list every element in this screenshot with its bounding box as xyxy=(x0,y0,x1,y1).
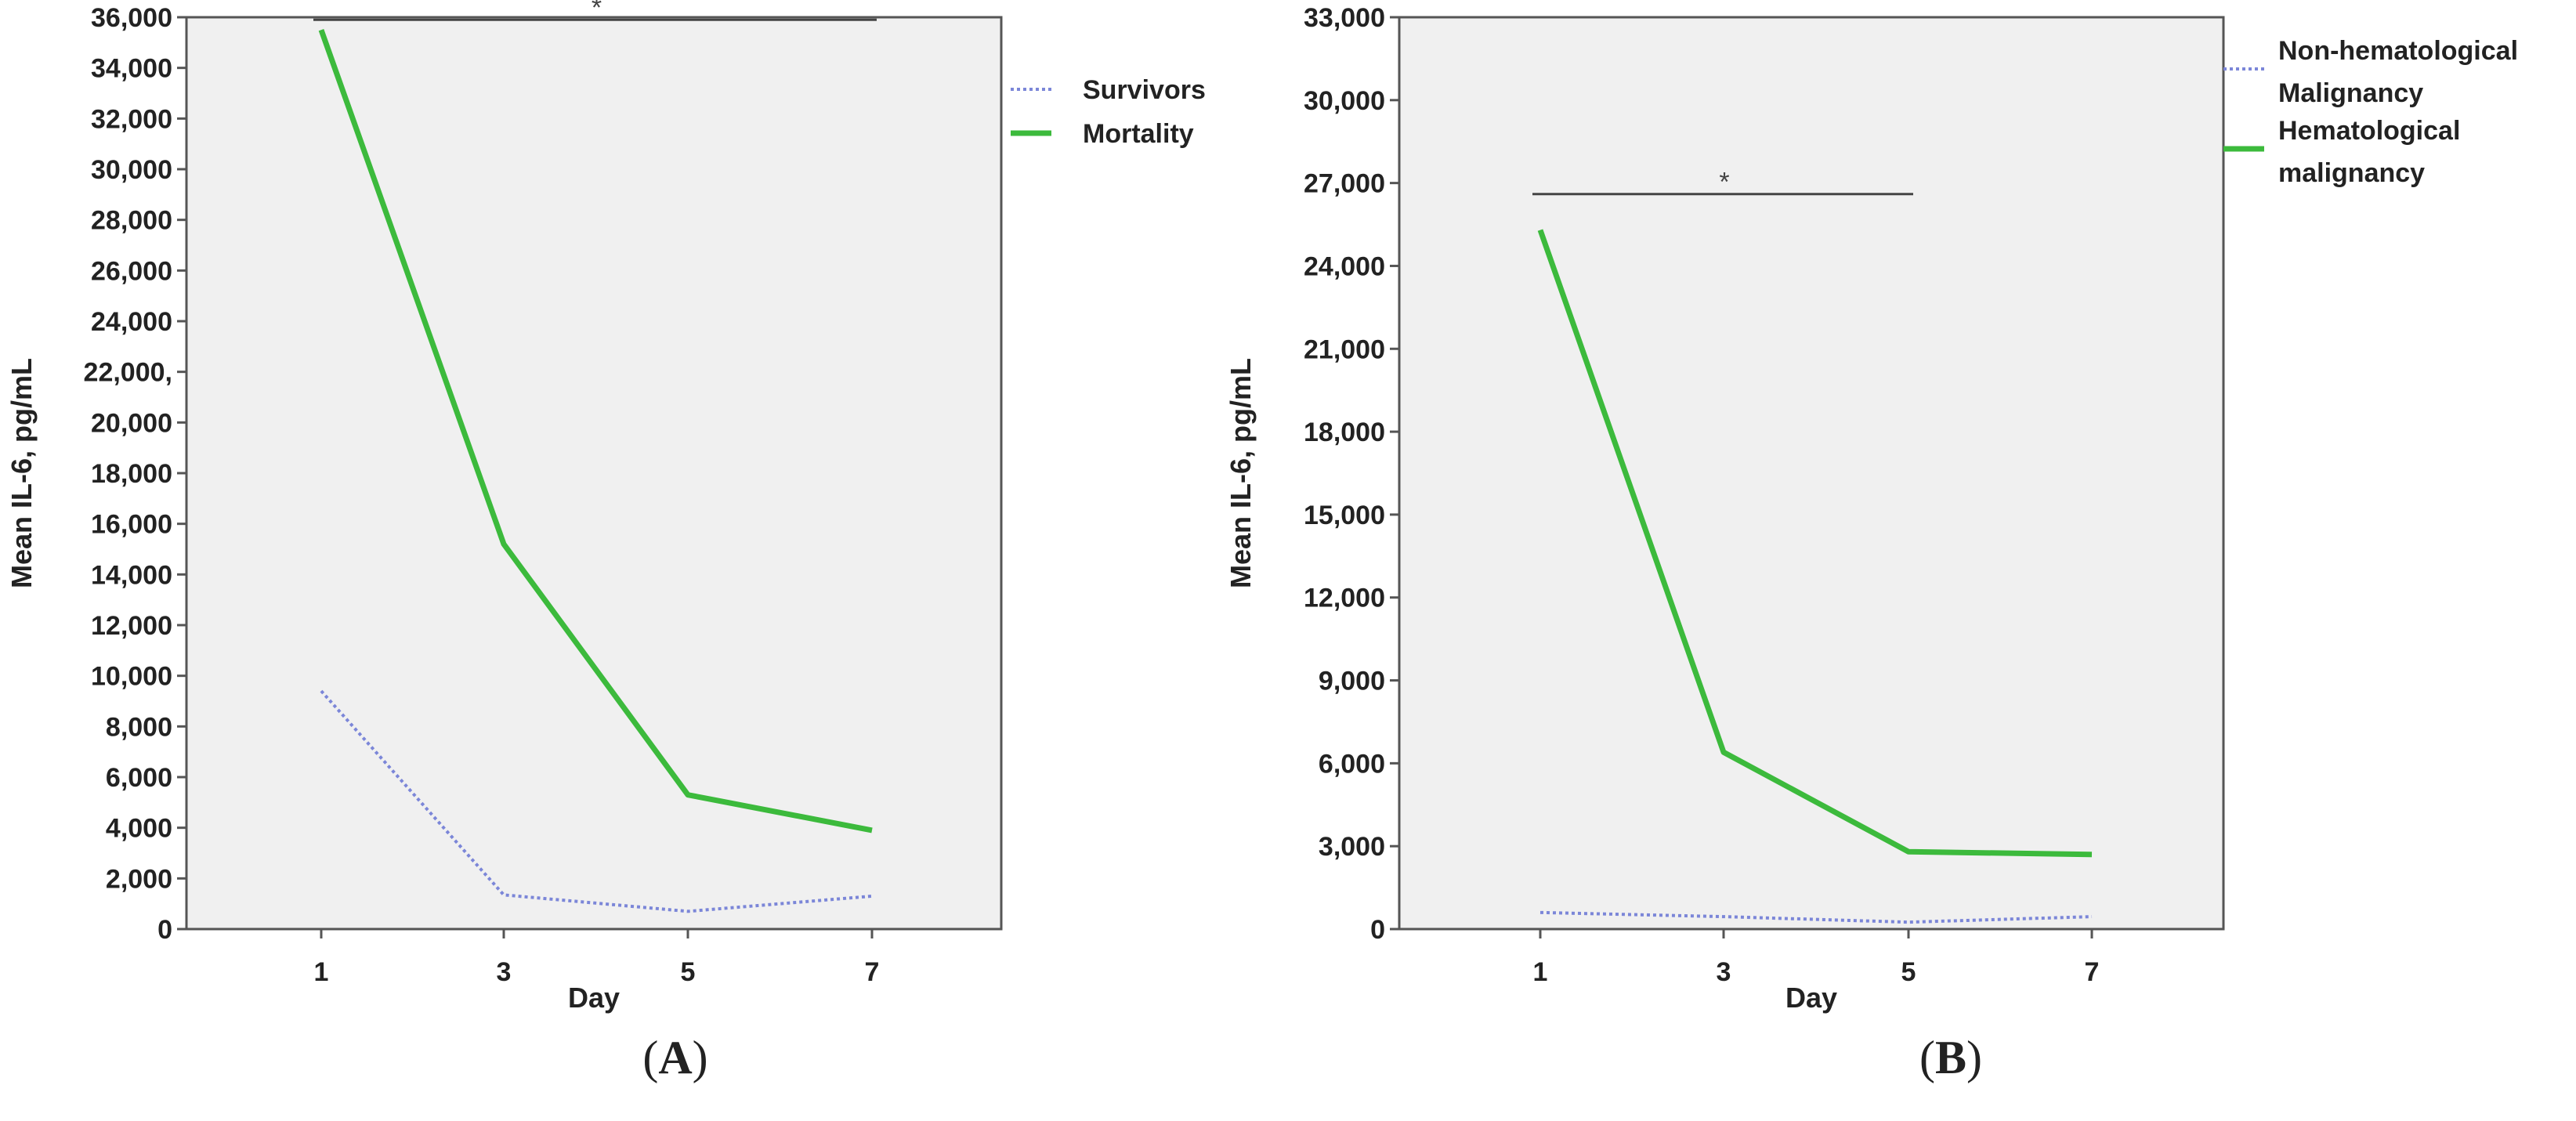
x-axis-title: Day xyxy=(568,982,620,1014)
significance-marker: * xyxy=(1719,168,1729,197)
legend-label-2: Hematological malignancy xyxy=(2278,116,2460,188)
y-tick-label: 34,000 xyxy=(91,54,172,84)
x-tick-label: 1 xyxy=(314,957,329,987)
x-tick-label: 7 xyxy=(865,957,880,987)
y-tick-label: 12,000 xyxy=(91,611,172,641)
y-tick-label: 33,000 xyxy=(1304,3,1385,33)
y-tick-label: 4,000 xyxy=(106,814,172,844)
y-tick-label: 15,000 xyxy=(1304,501,1385,530)
x-axis-title: Day xyxy=(1785,982,1837,1014)
y-axis-title: Mean IL-6, pg/mL xyxy=(1225,358,1257,588)
y-tick-label: 14,000 xyxy=(91,560,172,590)
chart-panel-a: 0 2,000 4,000 6,000 8,000 10,000 12,000 14,000 1… xyxy=(5,0,1206,1083)
y-tick-label: 6,000 xyxy=(106,763,172,793)
series-line-1 xyxy=(320,689,873,913)
x-tick-label: 3 xyxy=(497,957,512,987)
plot-area xyxy=(1398,16,2225,931)
y-tick-label: 8,000 xyxy=(106,712,172,742)
y-tick-label: 6,000 xyxy=(1319,749,1385,779)
legend-label-2: Mortality xyxy=(1083,119,1194,149)
y-tick-label: 3,000 xyxy=(1319,832,1385,862)
legend-label-1: Survivors xyxy=(1083,75,1206,105)
y-axis-title: Mean IL-6, pg/mL xyxy=(5,358,38,588)
x-tick-label: 3 xyxy=(1717,957,1731,987)
y-tick-label: 18,000 xyxy=(1304,418,1385,447)
y-tick-label: 9,000 xyxy=(1319,667,1385,696)
panel-label: (A) xyxy=(642,1032,707,1083)
y-tick-label: 0 xyxy=(1370,915,1385,945)
chart-panel-b: 0 3,000 6,000 9,000 12,000 15,000 18,000 21,000… xyxy=(1225,3,2518,1083)
plot-area xyxy=(185,16,1003,931)
y-tick-label: 18,000 xyxy=(91,459,172,489)
y-tick-label: 26,000 xyxy=(91,256,172,286)
y-tick-label: 30,000 xyxy=(1304,86,1385,116)
x-tick-label: 5 xyxy=(681,957,696,987)
x-tick-label: 7 xyxy=(2085,957,2100,987)
x-tick-label: 1 xyxy=(1533,957,1548,987)
series-line-2 xyxy=(1537,229,2093,858)
y-tick-label: 16,000 xyxy=(91,510,172,540)
y-tick-label: 30,000 xyxy=(91,155,172,185)
significance-marker: * xyxy=(592,0,602,23)
y-tick-label: 2,000 xyxy=(106,864,172,894)
legend-label-1: Non-hematological Malignancy xyxy=(2278,36,2518,108)
y-tick-label: 27,000 xyxy=(1304,169,1385,199)
y-tick-label: 10,000 xyxy=(91,662,172,692)
y-tick-label: 24,000 xyxy=(1304,251,1385,281)
y-tick-label: 12,000 xyxy=(1304,584,1385,613)
y-tick-label: 22,000, xyxy=(84,358,172,388)
series-line-1 xyxy=(1539,910,2093,924)
y-tick-label: 24,000 xyxy=(91,307,172,337)
series-line-2 xyxy=(318,28,873,834)
legend: Survivors Mortality xyxy=(1011,75,1206,149)
y-tick-label: 36,000 xyxy=(91,3,172,33)
y-tick-label: 21,000 xyxy=(1304,334,1385,364)
y-tick-label: 0 xyxy=(157,915,172,945)
legend: Non-hematological Malignancy Hematological… xyxy=(2223,36,2518,188)
y-tick-label: 28,000 xyxy=(91,206,172,236)
x-tick-label: 5 xyxy=(1901,957,1916,987)
y-tick-label: 20,000 xyxy=(91,408,172,438)
y-tick-label: 32,000 xyxy=(91,104,172,134)
panel-label: (B) xyxy=(1919,1032,1982,1083)
